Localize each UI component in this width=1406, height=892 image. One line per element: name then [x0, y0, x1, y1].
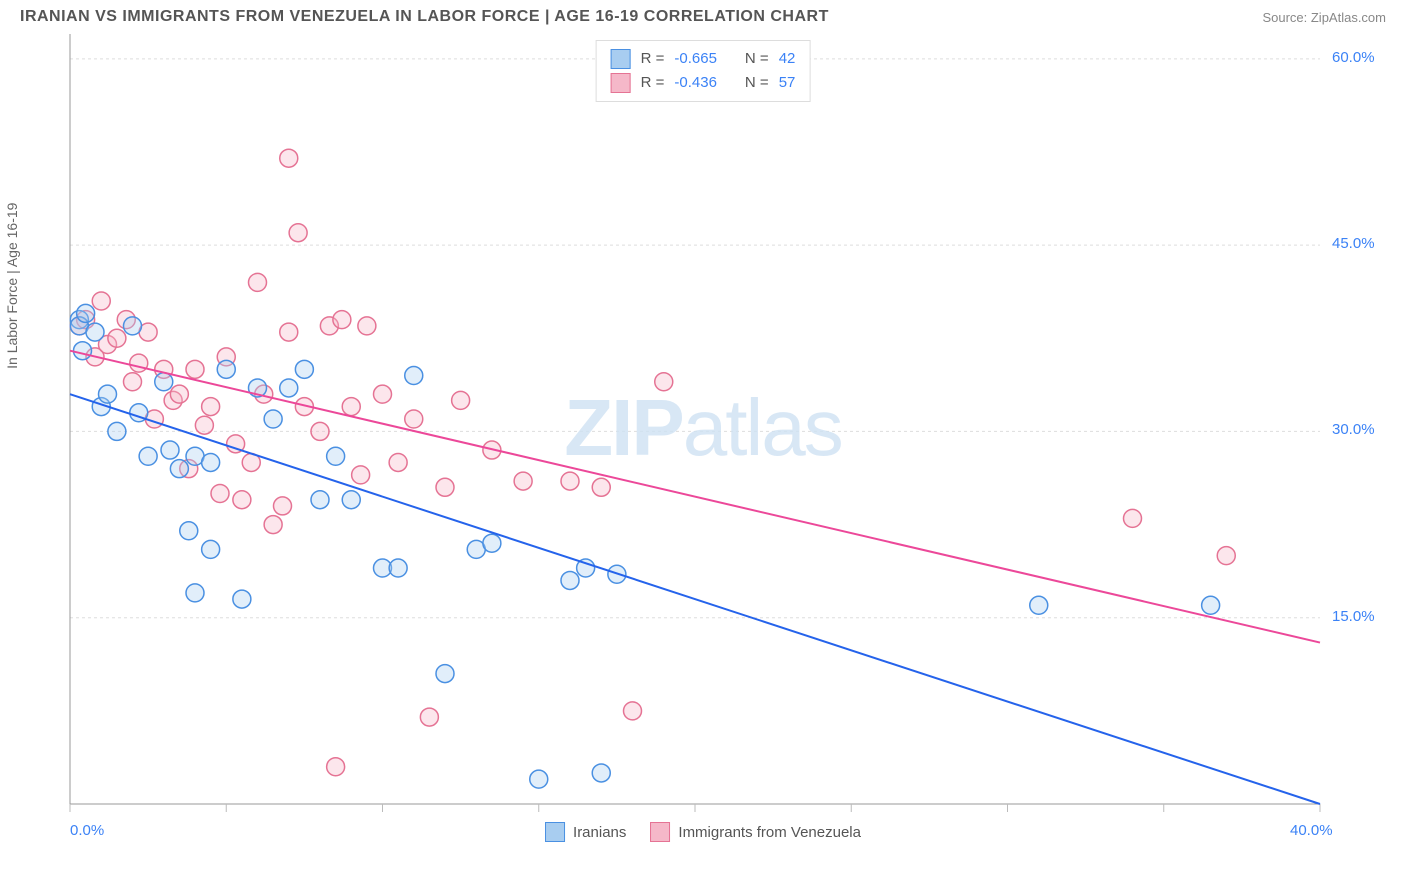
- y-tick-label: 45.0%: [1332, 235, 1375, 252]
- legend-swatch: [611, 73, 631, 93]
- legend-swatch: [545, 822, 565, 842]
- y-tick-label: 30.0%: [1332, 421, 1375, 438]
- y-tick-label: 60.0%: [1332, 49, 1375, 66]
- legend-correlation-row: R =-0.665N =42: [611, 47, 796, 71]
- legend-swatch: [611, 49, 631, 69]
- series-legend: Iranians Immigrants from Venezuela: [545, 822, 861, 842]
- scatter-plot: [20, 34, 1390, 854]
- source-link[interactable]: ZipAtlas.com: [1311, 10, 1386, 25]
- legend-series-item: Immigrants from Venezuela: [650, 822, 861, 842]
- header: IRANIAN VS IMMIGRANTS FROM VENEZUELA IN …: [0, 0, 1406, 30]
- correlation-legend: R =-0.665N =42R =-0.436N =57: [596, 40, 811, 102]
- legend-series-item: Iranians: [545, 822, 626, 842]
- x-tick-label: 40.0%: [1290, 822, 1333, 839]
- x-tick-label: 0.0%: [70, 822, 104, 839]
- chart-container: In Labor Force | Age 16-19 ZIPatlas R =-…: [20, 34, 1386, 854]
- legend-correlation-row: R =-0.436N =57: [611, 71, 796, 95]
- y-tick-label: 15.0%: [1332, 608, 1375, 625]
- legend-swatch: [650, 822, 670, 842]
- y-axis-label: In Labor Force | Age 16-19: [4, 203, 20, 369]
- source-attribution: Source: ZipAtlas.com: [1262, 10, 1386, 25]
- chart-title: IRANIAN VS IMMIGRANTS FROM VENEZUELA IN …: [20, 8, 829, 26]
